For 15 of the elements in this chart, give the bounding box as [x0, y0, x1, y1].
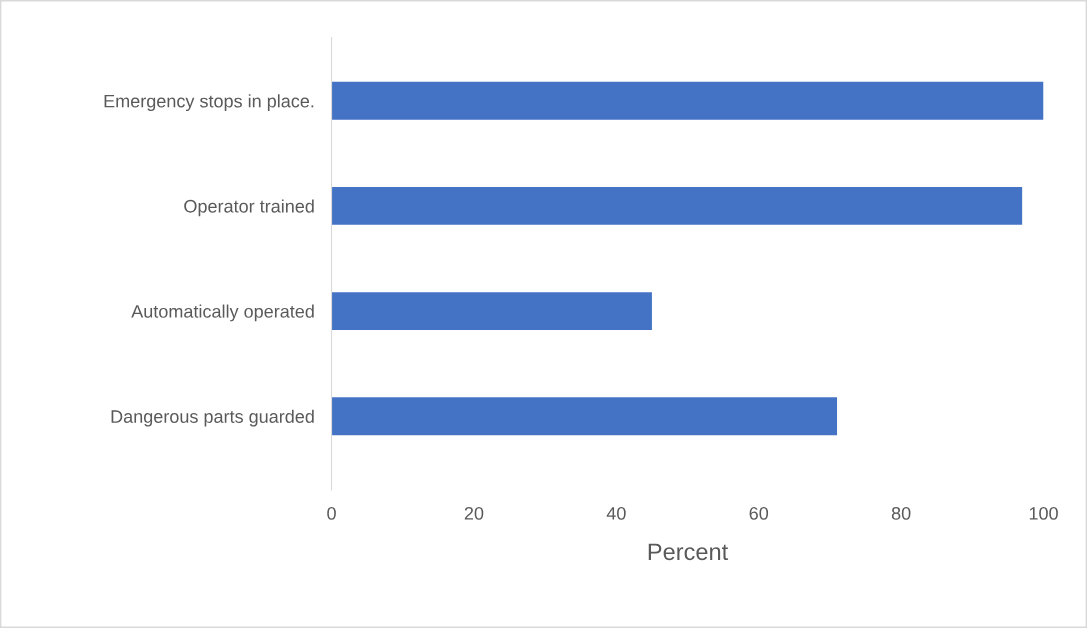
y-tick-label: Operator trained: [184, 199, 314, 217]
x-axis-title: Percent: [648, 543, 729, 561]
x-tick-label: 60: [749, 506, 769, 520]
y-tick-label: Dangerous parts guarded: [111, 409, 314, 427]
x-tick-label: 40: [606, 506, 626, 520]
x-tick-label: 100: [1029, 506, 1058, 520]
x-tick-label: 0: [327, 506, 336, 520]
bar: [331, 397, 838, 436]
x-tick-label: 80: [891, 506, 911, 520]
bar: [331, 187, 1023, 225]
y-tick-label: Emergency stops in place.: [104, 94, 314, 112]
y-tick-label: Automatically operated: [131, 304, 314, 322]
x-tick-label: 20: [464, 506, 484, 520]
bar: [331, 81, 1044, 120]
bar: [331, 292, 652, 331]
